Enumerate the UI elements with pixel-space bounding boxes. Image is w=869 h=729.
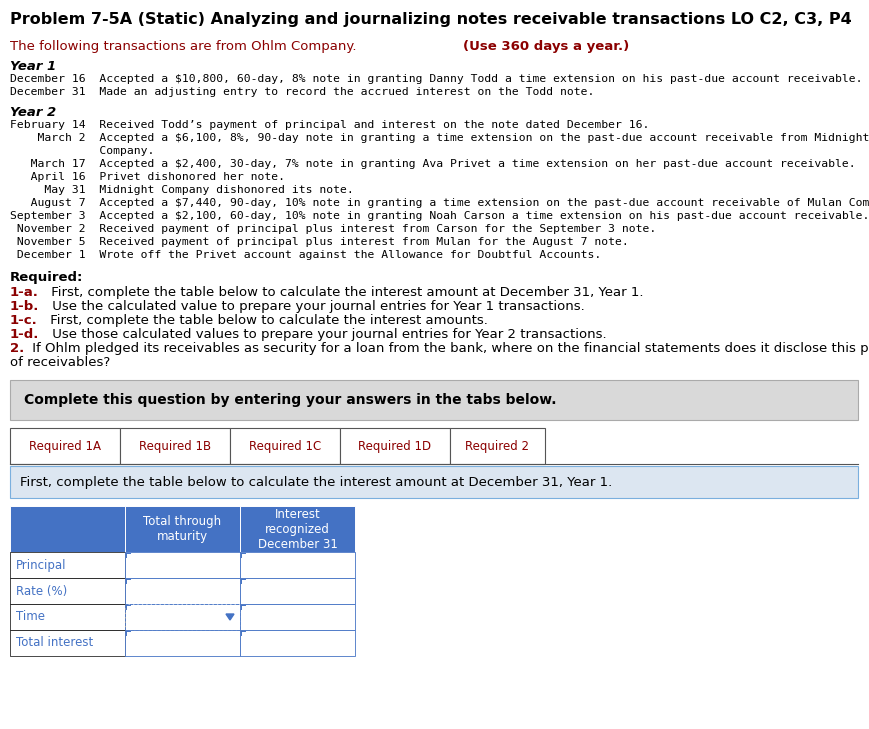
Text: 1-c.: 1-c. — [10, 314, 37, 327]
FancyBboxPatch shape — [10, 506, 125, 552]
Text: First, complete the table below to calculate the interest amounts.: First, complete the table below to calcu… — [46, 314, 488, 327]
Polygon shape — [226, 614, 234, 620]
FancyBboxPatch shape — [240, 552, 355, 578]
Text: August 7  Accepted a $7,440, 90-day, 10% note in granting a time extension on th: August 7 Accepted a $7,440, 90-day, 10% … — [10, 198, 869, 208]
Text: 1-a.: 1-a. — [10, 286, 39, 299]
Text: First, complete the table below to calculate the interest amount at December 31,: First, complete the table below to calcu… — [47, 286, 643, 299]
FancyBboxPatch shape — [340, 428, 449, 464]
Text: December 31  Made an adjusting entry to record the accrued interest on the Todd : December 31 Made an adjusting entry to r… — [10, 87, 594, 97]
FancyBboxPatch shape — [125, 552, 240, 578]
Text: September 3  Accepted a $2,100, 60-day, 10% note in granting Noah Carson a time : September 3 Accepted a $2,100, 60-day, 1… — [10, 211, 868, 221]
Text: Year 2: Year 2 — [10, 106, 56, 119]
FancyBboxPatch shape — [125, 506, 240, 552]
FancyBboxPatch shape — [125, 630, 240, 656]
Text: February 14  Received Todd’s payment of principal and interest on the note dated: February 14 Received Todd’s payment of p… — [10, 120, 648, 130]
Text: May 31  Midnight Company dishonored its note.: May 31 Midnight Company dishonored its n… — [10, 185, 354, 195]
Text: Problem 7-5A (Static) Analyzing and journalizing notes receivable transactions L: Problem 7-5A (Static) Analyzing and jour… — [10, 12, 851, 27]
Text: The following transactions are from Ohlm Company.: The following transactions are from Ohlm… — [10, 40, 361, 53]
Text: November 2  Received payment of principal plus interest from Carson for the Sept: November 2 Received payment of principal… — [10, 224, 655, 234]
Text: 1-d.: 1-d. — [10, 328, 39, 341]
Text: 1-b.: 1-b. — [10, 300, 39, 313]
Text: Total interest: Total interest — [16, 636, 93, 650]
FancyBboxPatch shape — [240, 578, 355, 604]
FancyBboxPatch shape — [125, 604, 240, 630]
FancyBboxPatch shape — [449, 428, 544, 464]
FancyBboxPatch shape — [10, 552, 125, 578]
Text: Total through
maturity: Total through maturity — [143, 515, 222, 543]
Text: November 5  Received payment of principal plus interest from Mulan for the Augus: November 5 Received payment of principal… — [10, 237, 628, 247]
Text: Required:: Required: — [10, 271, 83, 284]
FancyBboxPatch shape — [10, 466, 857, 498]
Text: Company.: Company. — [10, 146, 154, 156]
Text: Use the calculated value to prepare your journal entries for Year 1 transactions: Use the calculated value to prepare your… — [48, 300, 584, 313]
FancyBboxPatch shape — [10, 380, 857, 420]
FancyBboxPatch shape — [10, 604, 125, 630]
Text: March 2  Accepted a $6,100, 8%, 90-day note in granting a time extension on the : March 2 Accepted a $6,100, 8%, 90-day no… — [10, 133, 868, 143]
Text: 2.: 2. — [10, 342, 24, 355]
Text: First, complete the table below to calculate the interest amount at December 31,: First, complete the table below to calcu… — [20, 475, 612, 488]
Text: Principal: Principal — [16, 558, 66, 572]
Text: Time: Time — [16, 610, 45, 623]
Text: Required 2: Required 2 — [465, 440, 529, 453]
Text: April 16  Privet dishonored her note.: April 16 Privet dishonored her note. — [10, 172, 285, 182]
Text: Rate (%): Rate (%) — [16, 585, 67, 598]
Text: Year 1: Year 1 — [10, 60, 56, 73]
Text: Use those calculated values to prepare your journal entries for Year 2 transacti: Use those calculated values to prepare y… — [48, 328, 606, 341]
FancyBboxPatch shape — [240, 506, 355, 552]
FancyBboxPatch shape — [125, 578, 240, 604]
Text: of receivables?: of receivables? — [10, 356, 110, 369]
Text: December 1  Wrote off the Privet account against the Allowance for Doubtful Acco: December 1 Wrote off the Privet account … — [10, 250, 600, 260]
Text: If Ohlm pledged its receivables as security for a loan from the bank, where on t: If Ohlm pledged its receivables as secur… — [29, 342, 869, 355]
FancyBboxPatch shape — [10, 578, 125, 604]
FancyBboxPatch shape — [240, 630, 355, 656]
Text: Required 1A: Required 1A — [29, 440, 101, 453]
FancyBboxPatch shape — [10, 428, 120, 464]
Text: Required 1B: Required 1B — [139, 440, 211, 453]
Text: December 16  Accepted a $10,800, 60-day, 8% note in granting Danny Todd a time e: December 16 Accepted a $10,800, 60-day, … — [10, 74, 861, 84]
Text: (Use 360 days a year.): (Use 360 days a year.) — [462, 40, 628, 53]
Text: Required 1D: Required 1D — [358, 440, 431, 453]
FancyBboxPatch shape — [10, 630, 125, 656]
Text: March 17  Accepted a $2,400, 30-day, 7% note in granting Ava Privet a time exten: March 17 Accepted a $2,400, 30-day, 7% n… — [10, 159, 854, 169]
Text: Required 1C: Required 1C — [249, 440, 321, 453]
FancyBboxPatch shape — [240, 604, 355, 630]
Text: Complete this question by entering your answers in the tabs below.: Complete this question by entering your … — [24, 393, 556, 407]
Text: Interest
recognized
December 31: Interest recognized December 31 — [257, 507, 337, 550]
FancyBboxPatch shape — [229, 428, 340, 464]
FancyBboxPatch shape — [120, 428, 229, 464]
